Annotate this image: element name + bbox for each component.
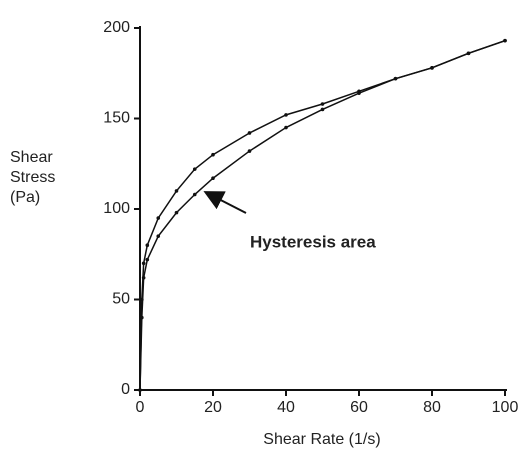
data-point — [156, 216, 161, 220]
data-point — [284, 113, 288, 117]
data-point — [174, 210, 179, 215]
data-point — [357, 91, 361, 95]
y-axis-label: Shear Stress (Pa) — [10, 149, 56, 206]
data-point — [192, 192, 197, 197]
x-axis-label: Shear Rate (1/s) — [263, 431, 380, 448]
data-point — [141, 275, 146, 280]
y-tick-label: 50 — [112, 291, 130, 308]
data-point — [320, 107, 325, 112]
annotation-arrow — [203, 191, 247, 214]
data-point — [141, 261, 146, 266]
x-tick-label: 80 — [423, 399, 441, 416]
data-point — [430, 66, 434, 70]
data-point — [211, 176, 215, 181]
data-line — [139, 39, 506, 391]
data-point — [466, 51, 471, 56]
data-point — [284, 125, 288, 130]
x-tick-label: 0 — [136, 399, 145, 416]
data-point — [156, 234, 161, 238]
y-tick-label: 200 — [103, 19, 130, 36]
data-point — [247, 149, 252, 153]
x-tick-label: 40 — [277, 399, 295, 416]
data-point — [140, 315, 144, 320]
data-point — [145, 243, 150, 247]
data-point — [145, 257, 150, 262]
x-tick-label: 20 — [204, 399, 222, 416]
data-point — [503, 38, 507, 43]
x-tick-label: 100 — [492, 399, 519, 416]
annotation: Hysteresis area — [250, 232, 376, 251]
data-point — [192, 167, 197, 171]
data-point — [320, 102, 325, 106]
data-point — [211, 152, 215, 157]
data-line — [139, 39, 506, 391]
y-tick-label: 150 — [103, 110, 130, 127]
y-tick-label: 100 — [103, 200, 130, 217]
data-point — [393, 76, 398, 81]
y-tick-label: 0 — [121, 381, 130, 398]
x-tick-label: 60 — [350, 399, 368, 416]
data-point — [174, 189, 179, 193]
data-point — [247, 131, 252, 135]
data-point — [138, 388, 142, 392]
